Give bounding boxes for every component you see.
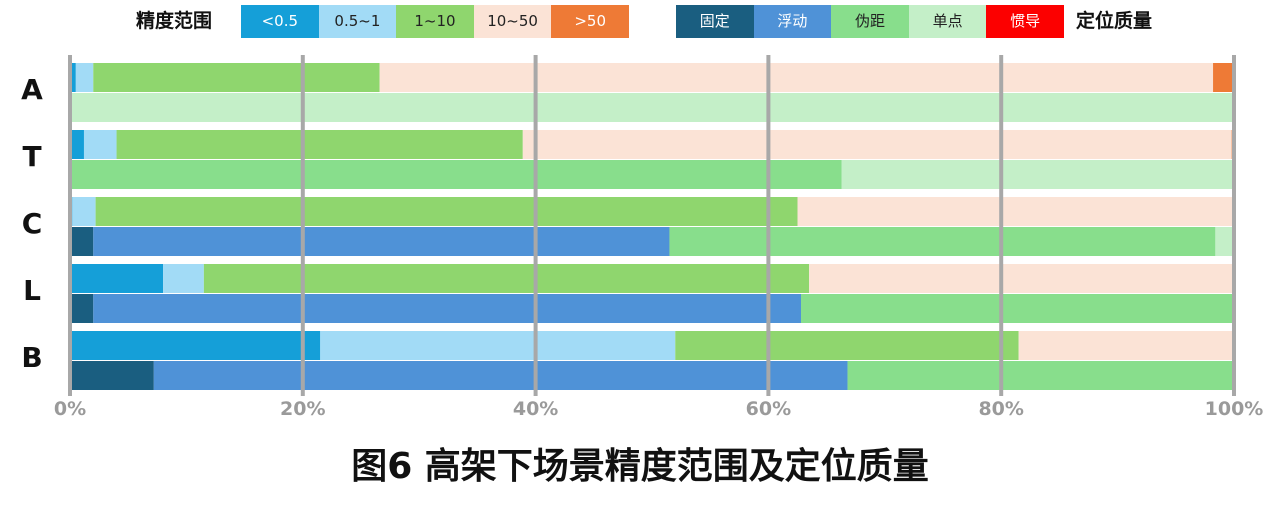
accuracy-bar-segment-t-0 [70,130,84,159]
accuracy-bar-segment-l-0 [70,264,164,293]
quality-bar-segment-c-3 [1215,227,1234,256]
quality-bar-segment-b-0 [70,361,154,390]
accuracy-bar-segment-t-1 [83,130,117,159]
accuracy-bar-segment-a-4 [1213,63,1234,92]
accuracy-bar-segment-c-3 [797,197,1234,226]
accuracy-bar-segment-l-2 [203,264,810,293]
x-tick-label: 80% [978,398,1024,420]
accuracy-legend-item: 10~50 [473,5,552,38]
category-label: L [23,273,41,307]
x-tick-label: 20% [280,398,326,420]
quality-legend-item: 惯导 [986,5,1064,38]
quality-bar-segment-b-2 [847,361,1234,390]
accuracy-bar-segment-a-0 [70,63,76,92]
accuracy-legend-item: 0.5~1 [318,5,397,38]
accuracy-bar-segment-c-2 [95,197,798,226]
accuracy-bar-segment-b-2 [675,331,1019,360]
category-label: A [21,72,43,106]
quality-bar-segment-c-2 [669,227,1216,256]
accuracy-legend-title: 精度范围 [136,10,213,32]
figure-caption: 图6 高架下场景精度范围及定位质量 [351,446,929,487]
quality-bar-segment-l-0 [70,294,94,323]
accuracy-bar-segment-t-3 [522,130,1232,159]
quality-bar-segment-t-3 [841,160,1234,189]
quality-bar-segment-c-0 [70,227,94,256]
accuracy-bar-segment-b-3 [1018,331,1234,360]
quality-legend-item: 固定 [676,5,754,38]
accuracy-bar-segment-a-2 [93,63,380,92]
category-label: T [22,139,42,173]
quality-bar-segment-t-2 [70,160,842,189]
category-label: B [21,340,43,374]
x-tick-label: 40% [512,398,559,420]
quality-legend-title: 定位质量 [1076,10,1153,32]
accuracy-legend-item: >50 [551,5,629,38]
quality-bar-segment-a-3 [70,93,1234,122]
x-tick-label: 100% [1204,398,1264,420]
quality-bar-segment-c-1 [93,227,670,256]
accuracy-bar-segment-b-0 [70,331,321,360]
quality-legend-item: 伪距 [831,5,909,38]
accuracy-bar-segment-a-1 [75,63,94,92]
accuracy-bar-segment-a-3 [379,63,1214,92]
x-tick-label: 0% [53,398,87,420]
accuracy-bar-segment-l-3 [809,264,1234,293]
quality-legend-item: 浮动 [753,5,832,38]
category-label: C [21,206,43,240]
accuracy-bar-segment-b-1 [320,331,676,360]
quality-legend-item: 单点 [908,5,987,38]
accuracy-bar-segment-t-2 [116,130,523,159]
accuracy-bar-segment-c-1 [72,197,96,226]
x-tick-label: 60% [745,398,792,420]
accuracy-bar-segment-l-1 [163,264,204,293]
quality-bar-segment-l-2 [800,294,1234,323]
accuracy-legend-item: <0.5 [241,5,319,38]
quality-bar-segment-l-1 [93,294,801,323]
quality-bar-segment-b-1 [153,361,848,390]
accuracy-legend-item: 1~10 [396,5,474,38]
